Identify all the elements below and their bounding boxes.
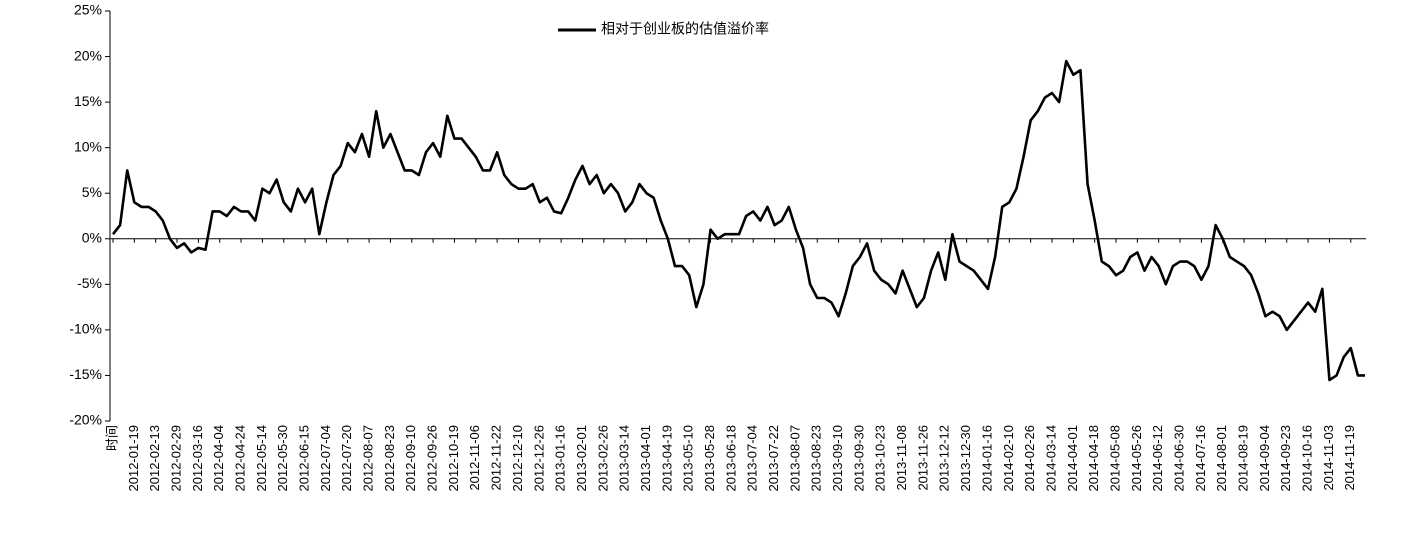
x-tick-label: 2014-11-19 [1342,425,1357,491]
x-tick-label: 2012-01-19 [126,425,141,492]
x-tick-label: 2013-10-23 [873,425,888,492]
x-tick-label: 2013-12-12 [937,425,952,492]
x-tick-label: 2014-10-16 [1300,425,1315,492]
x-tick-label: 2013-11-26 [915,425,930,491]
x-tick-label: 2013-05-28 [702,425,717,492]
x-tick-label: 2012-09-26 [425,425,440,492]
x-tick-label: 2012-12-10 [510,425,525,492]
x-tick-label: 2013-02-26 [595,425,610,492]
x-tick-label: 2013-04-19 [659,425,674,492]
x-tick-label: 2013-04-01 [638,425,653,492]
x-tick-label: 2013-06-18 [723,425,738,492]
x-tick-label: 2014-02-26 [1022,425,1037,492]
x-tick-label: 2013-08-07 [787,425,802,492]
y-tick-label: -20% [69,412,102,428]
data-line [111,59,1365,382]
legend-label: 相对于创业板的估值溢价率 [601,21,769,37]
x-tick-label: 2012-11-22 [489,425,504,491]
x-tick-label: 2012-02-29 [168,425,183,492]
y-tick-label: 25% [74,2,102,18]
x-tick-label: 2014-09-23 [1278,425,1293,492]
x-tick-label: 2013-07-22 [766,425,781,492]
x-tick-label: 2012-12-26 [531,425,546,492]
x-tick-label: 2012-08-07 [361,425,376,492]
x-tick-label: 2013-03-14 [617,425,632,492]
y-tick-label: 5% [82,184,102,200]
x-tick-label: 2014-05-26 [1129,425,1144,492]
x-tick-label: 2012-11-06 [467,425,482,491]
x-tick-label: 2013-02-01 [574,425,589,492]
x-tick-label: 2012-04-04 [211,425,226,492]
x-tick-label: 2013-07-04 [745,425,760,492]
x-tick-label: 2012-02-13 [147,425,162,492]
x-tick-label: 2014-04-01 [1065,425,1080,492]
x-tick-label: 2012-07-20 [339,425,354,492]
x-tick-label: 2013-08-23 [809,425,824,492]
x-tick-label: 2012-07-04 [318,425,333,492]
x-tick-label: 2012-09-10 [403,425,418,492]
x-tick-label: 时间 [104,425,119,451]
x-tick-label: 2012-05-30 [275,425,290,492]
x-tick-label: 2012-08-23 [382,425,397,492]
y-tick-label: -10% [69,321,102,337]
x-tick-label: 2014-06-30 [1171,425,1186,492]
x-tick-label: 2014-11-03 [1321,425,1336,491]
x-tick-label: 2013-09-10 [830,425,845,492]
x-tick-label: 2012-03-16 [190,425,205,492]
x-tick-label: 2014-02-10 [1001,425,1016,492]
y-tick-label: 20% [74,47,102,63]
y-tick-label: 10% [74,138,102,154]
x-tick-label: 2014-06-12 [1150,425,1165,492]
y-tick-label: 15% [74,93,102,109]
x-tick-label: 2014-08-19 [1236,425,1251,492]
x-tick-label: 2014-03-14 [1043,425,1058,492]
x-tick-label: 2013-09-30 [851,425,866,492]
x-tick-label: 2012-05-14 [254,425,269,492]
x-tick-label: 2014-01-16 [979,425,994,492]
x-tick-label: 2014-04-18 [1086,425,1101,492]
x-tick-label: 2012-04-24 [232,425,247,492]
x-tick-label: 2012-10-19 [446,425,461,492]
x-tick-label: 2014-08-01 [1214,425,1229,492]
x-tick-label: 2013-12-30 [958,425,973,492]
y-tick-label: 0% [82,229,102,245]
x-tick-label: 2013-05-10 [681,425,696,492]
x-tick-label: 2012-06-15 [297,425,312,492]
x-tick-label: 2013-01-16 [553,425,568,492]
y-tick-label: -15% [69,366,102,382]
x-tick-label: 2013-11-08 [894,425,909,491]
y-tick-label: -5% [77,275,102,291]
x-tick-label: 2014-09-04 [1257,425,1272,492]
x-tick-label: 2014-05-08 [1107,425,1122,492]
x-tick-label: 2014-07-16 [1193,425,1208,492]
